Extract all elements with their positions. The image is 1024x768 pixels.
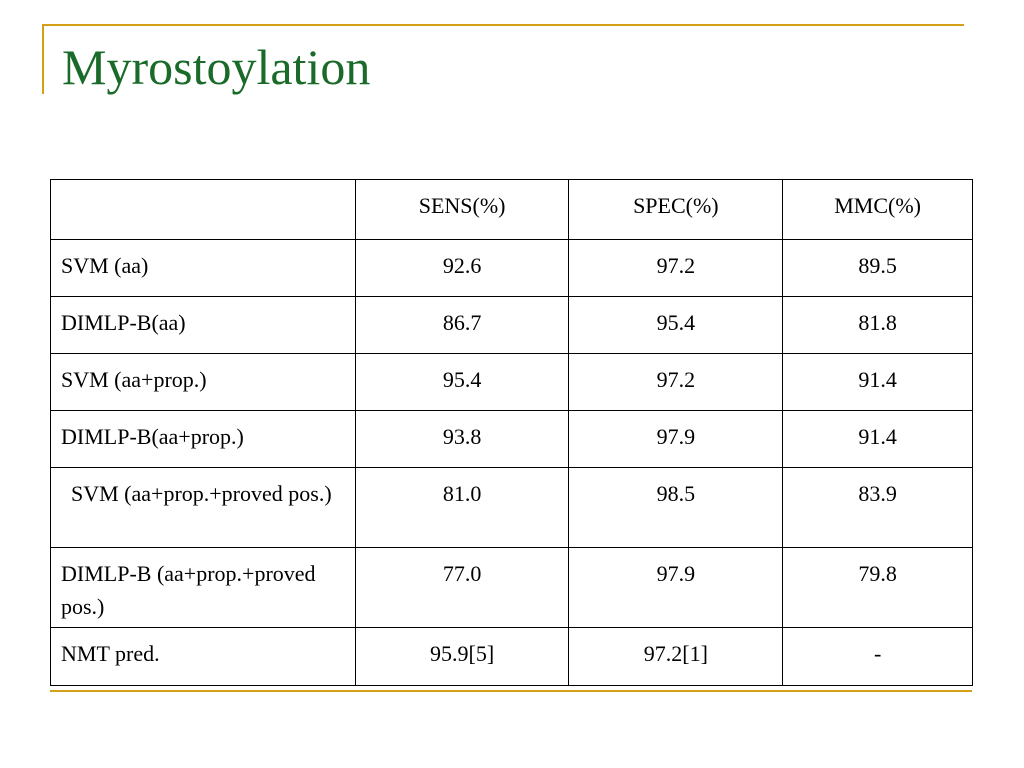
spec-value: 97.9 bbox=[568, 410, 784, 468]
header-cell-spec: SPEC(%) bbox=[568, 179, 784, 240]
row-label: DIMLP-B(aa+prop.) bbox=[50, 410, 356, 468]
spec-value: 97.2 bbox=[568, 239, 784, 297]
mmc-value: - bbox=[782, 627, 973, 686]
header-cell-sens: SENS(%) bbox=[354, 179, 570, 240]
table-row: SVM (aa+prop.+proved pos.) 81.0 98.5 83.… bbox=[50, 467, 973, 548]
mmc-value: 89.5 bbox=[782, 239, 973, 297]
sens-value: 92.6 bbox=[354, 239, 570, 297]
row-label: SVM (aa+prop.) bbox=[50, 353, 356, 411]
sens-value: 95.4 bbox=[354, 353, 570, 411]
mmc-value: 83.9 bbox=[782, 467, 973, 548]
spec-value: 98.5 bbox=[568, 467, 784, 548]
sens-value: 95.9[5] bbox=[354, 627, 570, 686]
table-row: DIMLP-B (aa+prop.+proved pos.) 77.0 97.9… bbox=[50, 547, 973, 628]
spec-value: 97.9 bbox=[568, 547, 784, 628]
table-row: DIMLP-B(aa) 86.7 95.4 81.8 bbox=[50, 296, 973, 354]
sens-value: 77.0 bbox=[354, 547, 570, 628]
mmc-value: 81.8 bbox=[782, 296, 973, 354]
mmc-value: 91.4 bbox=[782, 353, 973, 411]
sens-value: 93.8 bbox=[354, 410, 570, 468]
spec-value: 97.2[1] bbox=[568, 627, 784, 686]
table-row: SVM (aa) 92.6 97.2 89.5 bbox=[50, 239, 973, 297]
table-row: DIMLP-B(aa+prop.) 93.8 97.9 91.4 bbox=[50, 410, 973, 468]
header-cell-empty bbox=[50, 179, 356, 240]
top-accent-rule bbox=[44, 24, 964, 26]
sens-value: 81.0 bbox=[354, 467, 570, 548]
results-table: SENS(%) SPEC(%) MMC(%) SVM (aa) 92.6 97.… bbox=[50, 179, 973, 686]
bottom-accent-rule bbox=[50, 690, 972, 692]
left-accent-rule bbox=[42, 24, 44, 94]
sens-value: 86.7 bbox=[354, 296, 570, 354]
row-label: SVM (aa+prop.+proved pos.) bbox=[50, 467, 356, 548]
table-row: NMT pred. 95.9[5] 97.2[1] - bbox=[50, 627, 973, 686]
table-row: SVM (aa+prop.) 95.4 97.2 91.4 bbox=[50, 353, 973, 411]
spec-value: 95.4 bbox=[568, 296, 784, 354]
row-label: DIMLP-B (aa+prop.+proved pos.) bbox=[50, 547, 356, 628]
row-label: DIMLP-B(aa) bbox=[50, 296, 356, 354]
row-label-text: SVM (aa+prop.+proved pos.) bbox=[71, 481, 332, 506]
table-header-row: SENS(%) SPEC(%) MMC(%) bbox=[50, 179, 973, 240]
slide-title: Myrostoylation bbox=[62, 39, 371, 95]
spec-value: 97.2 bbox=[568, 353, 784, 411]
row-label: NMT pred. bbox=[50, 627, 356, 686]
mmc-value: 79.8 bbox=[782, 547, 973, 628]
row-label: SVM (aa) bbox=[50, 239, 356, 297]
header-cell-mmc: MMC(%) bbox=[782, 179, 973, 240]
mmc-value: 91.4 bbox=[782, 410, 973, 468]
